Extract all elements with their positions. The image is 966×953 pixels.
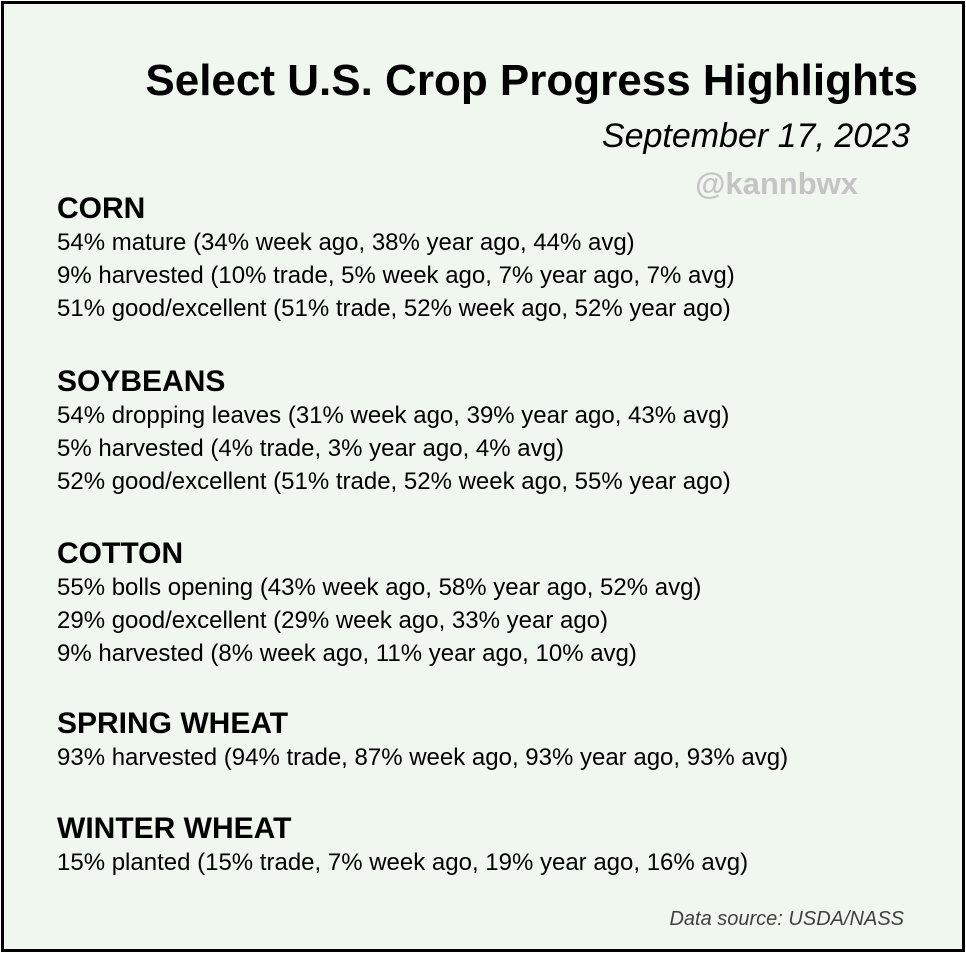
section-corn: CORN 54% mature (34% week ago, 38% year … bbox=[57, 192, 735, 325]
section-heading: SPRING WHEAT bbox=[57, 707, 289, 740]
section-winter-wheat: WINTER WHEAT 15% planted (15% trade, 7% … bbox=[57, 812, 748, 879]
section-line: 54% dropping leaves (31% week ago, 39% y… bbox=[57, 402, 730, 429]
section-line: 52% good/excellent (51% trade, 52% week … bbox=[57, 468, 731, 495]
section-heading: CORN bbox=[57, 192, 146, 225]
section-heading: COTTON bbox=[57, 537, 184, 570]
section-line: 9% harvested (10% trade, 5% week ago, 7%… bbox=[57, 262, 735, 289]
section-line: 5% harvested (4% trade, 3% year ago, 4% … bbox=[57, 435, 564, 462]
section-line: 93% harvested (94% trade, 87% week ago, … bbox=[57, 744, 789, 771]
section-line: 54% mature (34% week ago, 38% year ago, … bbox=[57, 229, 635, 256]
section-line: 9% harvested (8% week ago, 11% year ago,… bbox=[57, 640, 637, 667]
author-handle-watermark: @kannbwx bbox=[695, 166, 858, 201]
section-spring-wheat: SPRING WHEAT 93% harvested (94% trade, 8… bbox=[57, 707, 788, 774]
page-title: Select U.S. Crop Progress Highlights bbox=[145, 56, 918, 105]
section-line: 29% good/excellent (29% week ago, 33% ye… bbox=[57, 607, 609, 634]
section-heading: WINTER WHEAT bbox=[57, 812, 292, 845]
report-date: September 17, 2023 bbox=[601, 117, 910, 155]
section-line: 15% planted (15% trade, 7% week ago, 19%… bbox=[57, 849, 749, 876]
section-line: 51% good/excellent (51% trade, 52% week … bbox=[57, 295, 731, 322]
section-heading: SOYBEANS bbox=[57, 365, 226, 398]
data-source-note: Data source: USDA/NASS bbox=[669, 908, 904, 930]
section-line: 55% bolls opening (43% week ago, 58% yea… bbox=[57, 574, 702, 601]
section-cotton: COTTON 55% bolls opening (43% week ago, … bbox=[57, 537, 701, 670]
section-soybeans: SOYBEANS 54% dropping leaves (31% week a… bbox=[57, 365, 731, 498]
